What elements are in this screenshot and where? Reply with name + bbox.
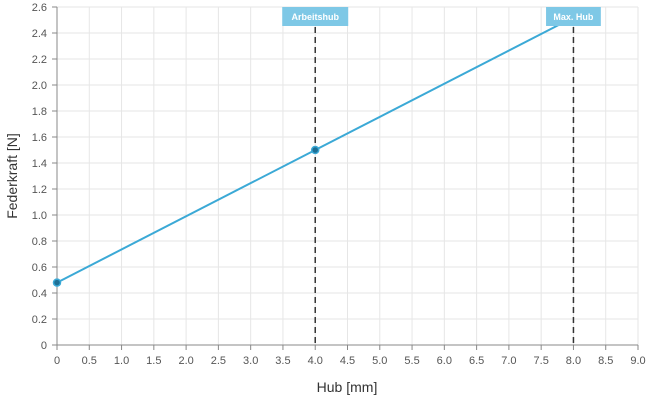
- y-tick-label: 1.2: [32, 184, 47, 196]
- x-tick-label: 5.0: [372, 355, 387, 367]
- y-tick-label: 1.6: [32, 132, 47, 144]
- x-tick-label: 6.0: [437, 355, 452, 367]
- x-tick-label: 2.5: [211, 355, 226, 367]
- x-tick-label: 3.0: [243, 355, 258, 367]
- x-axis-title: Hub [mm]: [317, 379, 378, 395]
- y-tick-label: 0.2: [32, 314, 47, 326]
- reference-label-box: [546, 7, 601, 26]
- x-tick-label: 2.0: [178, 355, 193, 367]
- grid: [57, 6, 639, 345]
- x-tick-label: 4.0: [308, 355, 323, 367]
- y-tick-label: 0.4: [32, 288, 47, 300]
- y-tick-label: 0.6: [32, 262, 47, 274]
- x-tick-label: 7.0: [501, 355, 516, 367]
- y-tick-label: 2.0: [32, 80, 47, 92]
- data-point: [52, 278, 62, 287]
- y-tick-label: 0: [41, 340, 47, 352]
- x-tick-label: 0: [54, 355, 60, 367]
- y-tick-label: 1.0: [32, 210, 47, 222]
- y-axis-ticks: 0 0.2 0.4 0.6 0.8 1.0 1.2 1.4 1.6 1.8 2.0 2.2 2.4 2.6: [32, 2, 57, 352]
- x-tick-label: 8.5: [598, 355, 613, 367]
- x-tick-label: 1.5: [146, 355, 161, 367]
- x-tick-label: 5.5: [404, 355, 419, 367]
- y-axis-title: Federkraft [N]: [4, 133, 20, 219]
- x-axis-ticks: 0 0.5 1.0 1.5 2.0 2.5 3.0 3.5 4.0 4.5 5.0 5.5 6.0 6.5…: [54, 345, 646, 367]
- y-tick-label: 1.4: [32, 158, 47, 170]
- x-tick-label: 8.0: [566, 355, 581, 367]
- reference-label: Arbeitshub: [291, 12, 339, 22]
- y-tick-label: 2.6: [32, 2, 47, 14]
- x-tick-label: 4.5: [340, 355, 355, 367]
- y-tick-label: 2.2: [32, 54, 47, 66]
- reference-lines: [314, 27, 575, 345]
- x-tick-label: 3.5: [275, 355, 290, 367]
- x-tick-label: 6.5: [469, 355, 484, 367]
- x-tick-label: 1.0: [114, 355, 129, 367]
- reference-label: Max. Hub: [553, 12, 594, 22]
- x-tick-label: 0.5: [82, 355, 97, 367]
- y-tick-label: 0.8: [32, 236, 47, 248]
- x-tick-label: 9.0: [630, 355, 645, 367]
- reference-labels: Arbeitshub Max. Hub: [282, 7, 601, 26]
- y-tick-label: 1.8: [32, 106, 47, 118]
- data-point: [310, 145, 320, 155]
- y-tick-label: 2.4: [32, 28, 47, 40]
- reference-label-box: [282, 7, 349, 26]
- x-tick-label: 7.5: [534, 355, 549, 367]
